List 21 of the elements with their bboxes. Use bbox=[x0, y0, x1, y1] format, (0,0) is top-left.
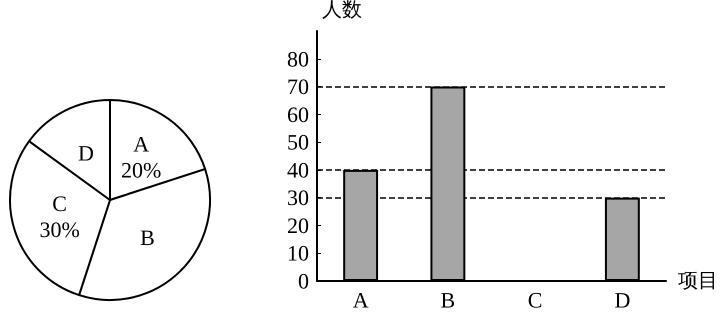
slice-label: A bbox=[133, 132, 150, 157]
y-tick-label: 70 bbox=[287, 74, 309, 100]
y-tick-label: 30 bbox=[287, 185, 309, 210]
x-tick-label: D bbox=[614, 288, 630, 312]
slice-label: D bbox=[78, 140, 94, 166]
y-tick-label: 80 bbox=[287, 46, 309, 72]
y-tick-label: 20 bbox=[287, 212, 309, 238]
y-tick-label: 40 bbox=[287, 157, 309, 182]
y-tick-label: 60 bbox=[287, 102, 309, 127]
y-tick-label: 10 bbox=[287, 240, 309, 266]
slice-label: B bbox=[140, 224, 155, 250]
x-tick-label: B bbox=[440, 288, 456, 312]
y-tick-label: 50 bbox=[287, 130, 309, 155]
data-label: 20% bbox=[120, 158, 162, 183]
slice-label: C bbox=[52, 190, 67, 216]
x-tick-label: C bbox=[528, 288, 542, 312]
y-axis-title: 人数 bbox=[322, 0, 362, 21]
y-tick-label: 0 bbox=[298, 268, 309, 294]
x-tick-label: A bbox=[352, 288, 369, 312]
data-label: 30% bbox=[39, 216, 80, 242]
x-axis-title: 项目 bbox=[678, 270, 718, 292]
